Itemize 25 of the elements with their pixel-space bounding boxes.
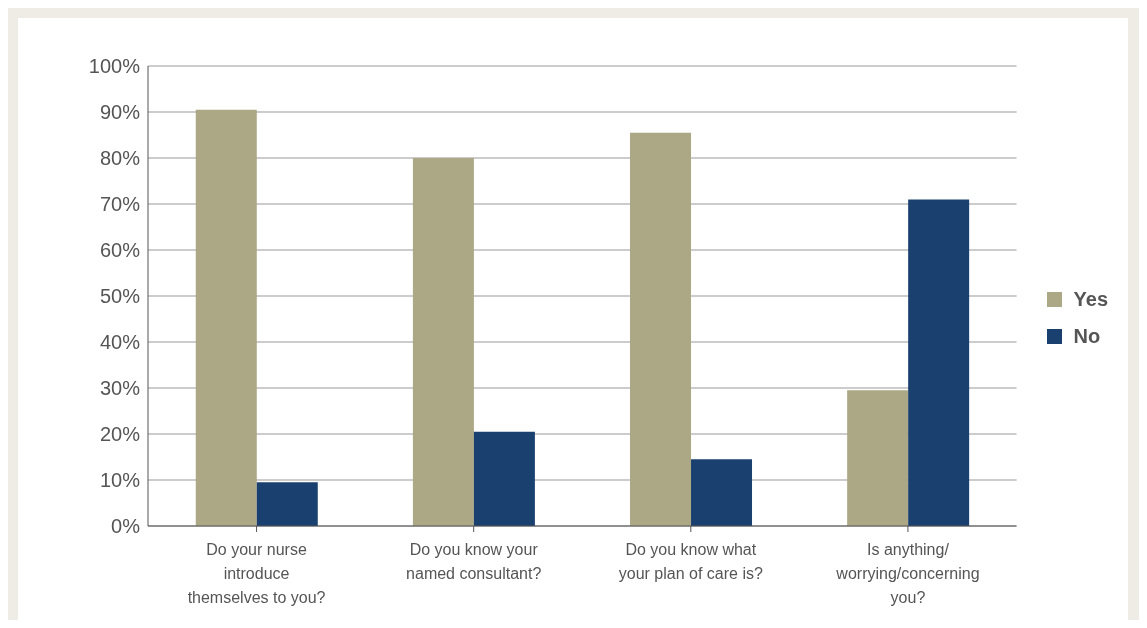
legend-label: Yes (1073, 288, 1108, 311)
bar (908, 199, 970, 526)
bar (473, 431, 535, 526)
x-tick-label: Do your nurse introduce themselves to you? (186, 540, 327, 608)
x-tick-label: Do you know your named consultant? (405, 540, 543, 584)
y-tick-label: 30% (99, 377, 141, 400)
y-tick-label: 40% (99, 331, 141, 354)
x-tick-label: Is anything/ worrying/concerning you? (835, 540, 981, 608)
y-tick-label: 80% (99, 147, 141, 170)
y-tick-label: 100% (88, 55, 141, 78)
y-tick-label: 70% (99, 193, 141, 216)
y-tick-label: 90% (99, 101, 141, 124)
y-tick-label: 60% (99, 239, 141, 262)
y-tick-label: 50% (99, 285, 141, 308)
bar (412, 158, 474, 526)
y-tick-label: 20% (99, 423, 141, 446)
bar (195, 109, 257, 526)
x-tick-label: Do you know what your plan of care is? (617, 540, 764, 584)
bar (691, 459, 753, 526)
bar (630, 132, 692, 526)
legend-label: No (1073, 325, 1101, 348)
bar (847, 390, 909, 526)
y-tick-label: 10% (99, 469, 141, 492)
bar (256, 482, 318, 526)
y-tick-label: 0% (111, 515, 141, 538)
